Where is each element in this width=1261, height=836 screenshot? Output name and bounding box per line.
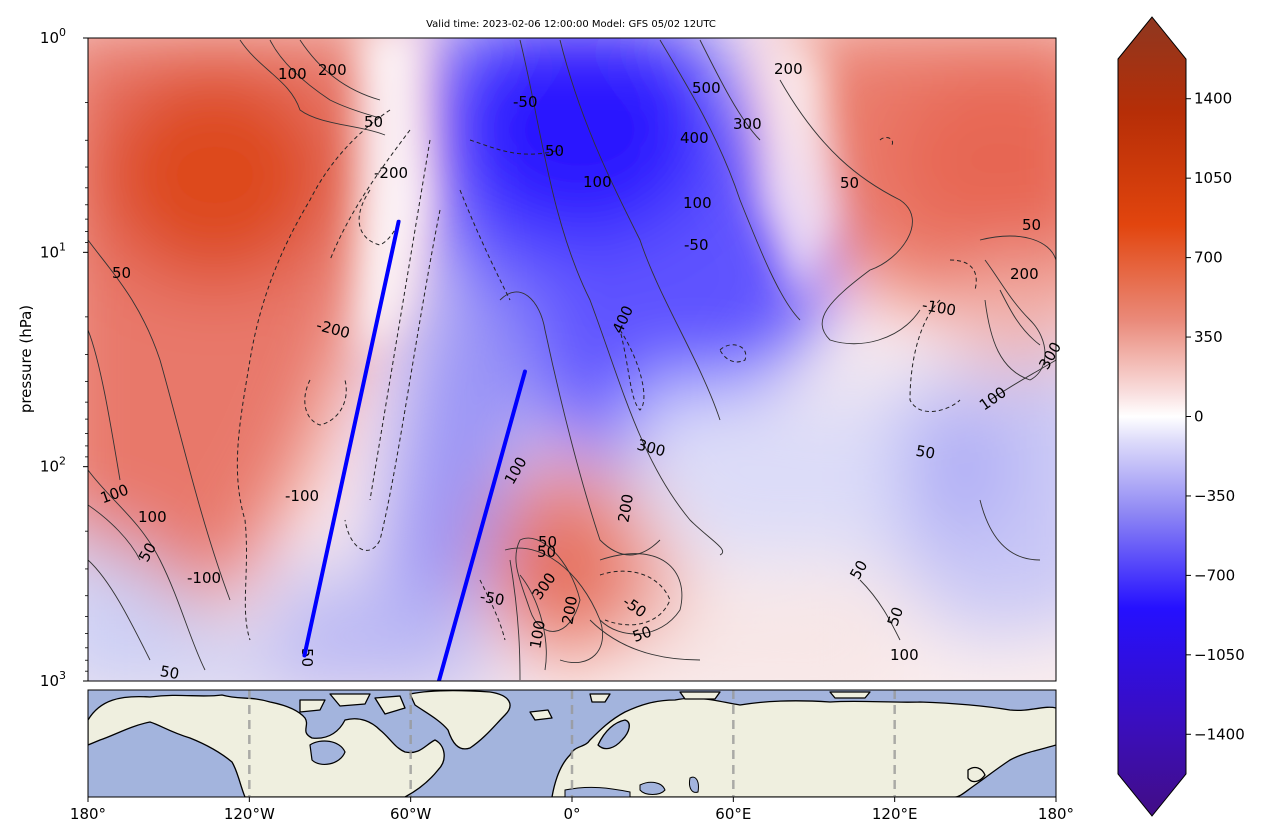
contour-lines [88,39,1056,681]
contour-label: 200 [318,61,347,79]
contour-label: -50 [513,93,538,111]
north-america-land [88,694,445,797]
overlay-lines [302,219,527,681]
colorbar-tick-label: −1050 [1194,646,1245,664]
x-tick-label: 180° [70,805,106,823]
temperature-anomaly-field [88,38,1056,681]
colorbar-ticks: 1400 1050 700 350 0 −350 −700 −1050 −1400 [1186,90,1245,743]
y-tick-exponent: 3 [59,669,66,682]
contour-label: 50 [914,442,936,463]
y-tick-exponent: 2 [59,455,66,468]
arctic-island [299,699,326,713]
contour-label: 50 [630,622,654,645]
colorbar-tick-label: −700 [1194,566,1235,584]
contour-label: 50 [840,174,859,192]
arctic-island [829,691,871,699]
colorbar-tick-label: 0 [1194,408,1204,426]
y-axis-label: pressure (hPa) [17,305,35,413]
contour-label: 100 [683,194,712,212]
contour-label: 200 [1010,265,1039,283]
colorbar-tick-label: −1400 [1194,725,1245,743]
contour-label: 100 [138,508,167,526]
inland-sea [639,781,666,795]
contour-label: 100 [583,173,612,191]
main-axes-frame [87,37,1057,682]
contour-label: 50 [112,264,131,282]
mediterranean-sea [564,786,631,797]
contour-label: -50 [684,236,709,254]
scandinavia-land [597,719,630,750]
y-tick-label: 103 [40,669,66,690]
x-tick-label: 60°W [390,805,432,823]
contour-label: 100 [526,619,549,650]
contour-label: 500 [692,79,721,97]
colorbar: 1400 1050 700 350 0 −350 −700 −1050 −1400 [1117,16,1245,817]
contour-lines-dashed [236,109,977,641]
contour-label: 50 [298,648,316,667]
contour-label: 200 [774,60,803,78]
y-tick-label: 102 [40,455,66,476]
colorbar-tick-label: 700 [1194,249,1223,267]
arctic-island [589,693,611,703]
y-tick-exponent: 0 [59,26,66,39]
contour-label: 50 [1022,216,1041,234]
x-tick-label: 120°W [224,805,275,823]
x-tick-label: 120°E [872,805,918,823]
colorbar-tick-label: 1400 [1194,90,1232,108]
colorbar-tick-label: 350 [1194,328,1223,346]
map-gridlines [248,690,896,797]
y-tick-label: 100 [40,26,66,47]
contour-label: 300 [733,115,762,133]
x-tick-label: 60°E [715,805,751,823]
japan-land [967,766,986,783]
contour-label: 50 [545,142,564,160]
arctic-island [329,693,371,707]
contour-label: 200 [558,594,581,625]
contour-label: 200 [614,492,637,523]
y-tick-exponent: 1 [59,240,66,253]
colorbar-tick-label: 1050 [1194,169,1232,187]
contour-label: 400 [680,129,709,147]
contour-label: -200 [374,164,408,182]
x-tick-label: 180° [1038,805,1074,823]
inland-sea [689,776,699,793]
hudson-bay [309,740,346,766]
overlay-line [302,219,401,658]
chart-title: Valid time: 2023-02-06 12:00:00 Model: G… [426,19,716,30]
contour-label: 50 [364,113,383,131]
contour-label: 50 [159,662,181,683]
colorbar-body [1117,16,1187,817]
eurasia-land [551,697,1056,797]
contour-label: -100 [921,296,958,320]
contour-label: 100 [278,65,307,83]
iceland-land [529,709,553,721]
contour-label: 50 [538,533,557,551]
contour-label: 100 [890,646,919,664]
greenland-land [409,690,511,750]
y-tick-label: 101 [40,240,66,261]
contour-label: -100 [285,487,319,505]
contour-label: -100 [187,569,221,587]
x-tick-label: 0° [563,805,580,823]
overlay-line [436,369,527,681]
contour-label: -50 [479,587,506,609]
world-map [88,690,1056,797]
arctic-island [374,695,406,715]
arctic-island [679,691,721,700]
contour-label: 50 [884,604,907,628]
colorbar-tick-label: −350 [1194,487,1235,505]
contour-label: 50 [537,543,556,561]
map-x-axis: 180° 120°W 60°W 0° 60°E 120°E 180° [70,797,1074,823]
